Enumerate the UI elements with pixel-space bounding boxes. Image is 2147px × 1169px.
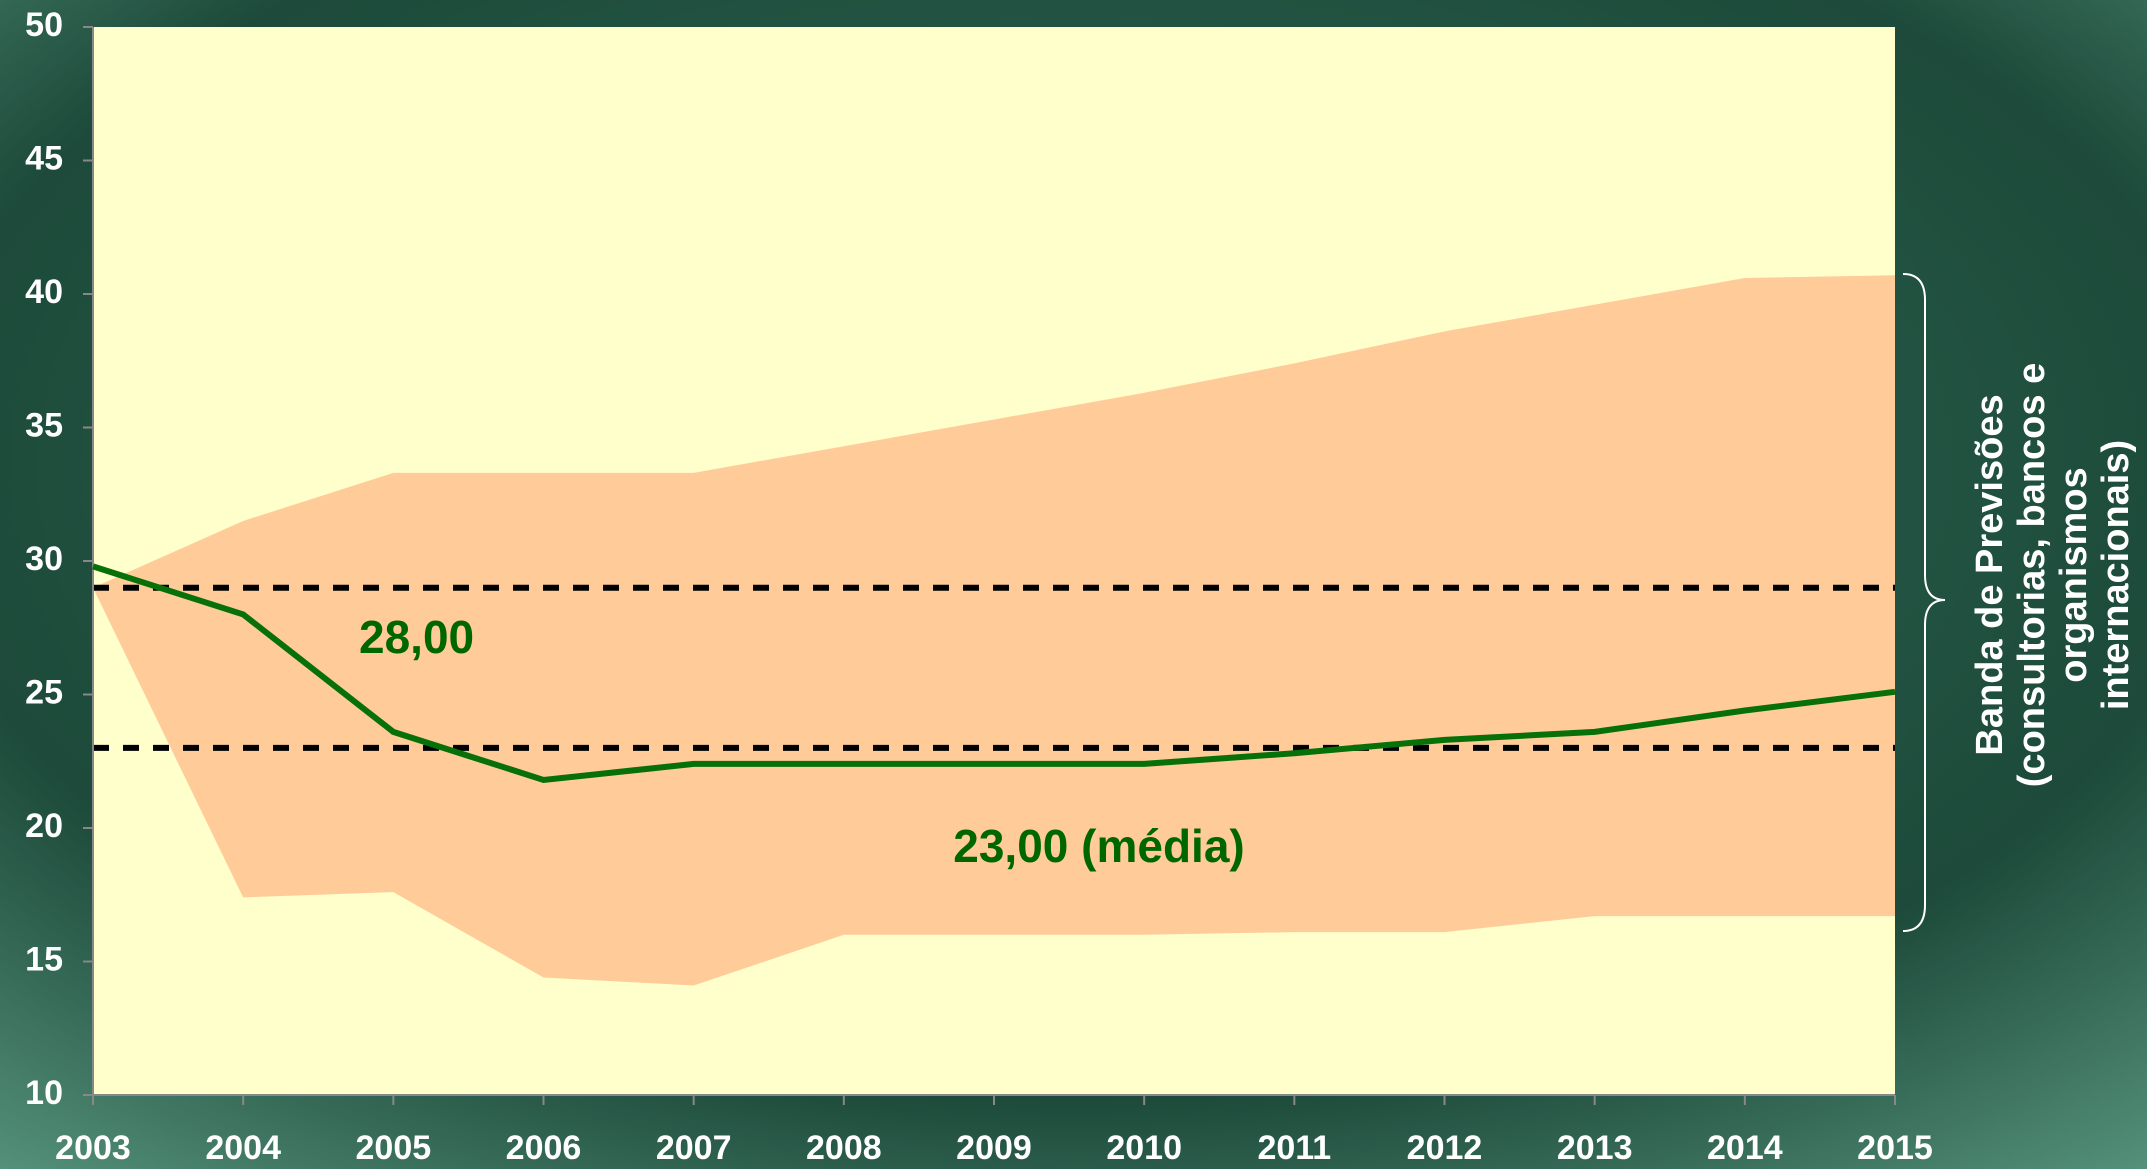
band-label-line: organismos: [2053, 467, 2095, 682]
y-tick-label: 45: [25, 139, 63, 177]
x-tick-label: 2003: [55, 1129, 131, 1167]
y-tick-label: 25: [25, 673, 63, 711]
band-label: Banda de Previsões (consultorias, bancos …: [1969, 363, 2137, 787]
y-tick-label: 15: [25, 940, 63, 978]
band-label-line: internacionais): [2095, 440, 2137, 710]
x-tick-label: 2005: [356, 1129, 432, 1167]
annotation: 28,00: [359, 611, 474, 663]
x-tick-label: 2009: [956, 1129, 1032, 1167]
brace: [1902, 273, 1946, 932]
y-tick-label: 35: [25, 406, 63, 444]
x-tick-label: 2006: [506, 1129, 582, 1167]
annotation: 23,00 (média): [953, 820, 1244, 872]
band-label-line: Banda de Previsões: [1969, 394, 2011, 755]
x-tick-label: 2012: [1407, 1129, 1483, 1167]
line: [92, 563, 1896, 783]
x-tick-label: 2008: [806, 1129, 882, 1167]
x-tick-label: 2004: [205, 1129, 281, 1167]
x-tick-label: 2007: [656, 1129, 732, 1167]
x-tick-label: 2011: [1257, 1129, 1331, 1167]
y-tick-label: 50: [25, 6, 63, 44]
x-tick-label: 2013: [1557, 1129, 1633, 1167]
y-tick-label: 10: [25, 1074, 63, 1112]
x-tick-label: 2010: [1106, 1129, 1182, 1167]
y-tick-label: 40: [25, 273, 63, 311]
y-tick-label: 30: [25, 540, 63, 578]
band-label-line: (consultorias, bancos e: [2011, 363, 2053, 787]
y-tick-label: 20: [25, 807, 63, 845]
x-tick-label: 2015: [1857, 1129, 1933, 1167]
forecast-band: [93, 275, 1895, 986]
x-tick-label: 2014: [1707, 1129, 1783, 1167]
